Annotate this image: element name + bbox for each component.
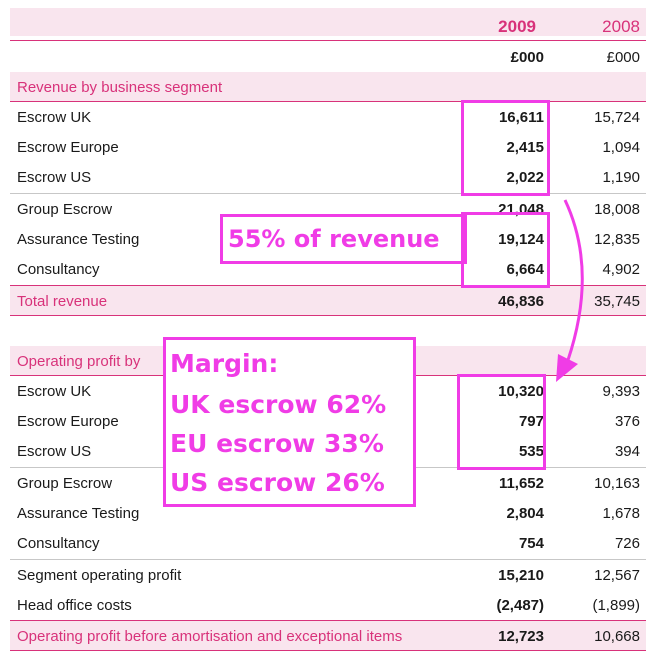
margin-title: Margin:	[170, 349, 279, 378]
margin-annotation-box: Margin: UK escrow 62% EU escrow 33% US e…	[163, 337, 416, 507]
value-2008: 376	[614, 413, 640, 430]
value-2008: 1,678	[602, 505, 640, 522]
revenue-share-text: 55% of revenue	[228, 225, 440, 253]
margin-uk: UK escrow 62%	[170, 390, 387, 419]
profit-section-label: Operating profit by	[17, 353, 141, 370]
value-2009: 797	[518, 413, 544, 430]
total-2008: 10,668	[594, 628, 640, 645]
testing-consultancy-highlight	[461, 212, 550, 288]
divider	[10, 559, 646, 560]
row-label: Escrow Europe	[17, 413, 119, 430]
row-label: Escrow US	[17, 443, 92, 460]
table-row: Escrow Europe 797 376	[10, 406, 646, 436]
value-2009: 11,652	[498, 475, 544, 492]
revenue-section-header: Revenue by business segment	[10, 72, 646, 102]
row-label: Group Escrow	[17, 475, 113, 492]
margin-eu: EU escrow 33%	[170, 429, 384, 458]
value-2009: 2,415	[506, 139, 544, 156]
value-2008: 4,902	[602, 261, 640, 278]
value-2009: 19,124	[498, 231, 544, 248]
value-2009: 2,804	[506, 505, 544, 522]
year-header: 2009 2008	[10, 8, 646, 36]
value-2009: 16,611	[498, 109, 544, 126]
divider	[10, 315, 646, 316]
value-2008: 15,724	[594, 109, 640, 126]
table-row: Escrow UK 10,320 9,393	[10, 376, 646, 406]
divider	[10, 620, 646, 621]
value-2009: 10,320	[498, 383, 544, 400]
value-2009: 2,022	[506, 169, 544, 186]
total-revenue-row: Total revenue 46,836 35,745	[10, 286, 646, 316]
value-2008: 726	[614, 535, 640, 552]
row-label: Escrow UK	[17, 109, 92, 126]
row-label: Assurance Testing	[17, 505, 140, 522]
table-row: Escrow US 535 394	[10, 436, 646, 466]
unit-row: £000 £000	[10, 42, 646, 72]
value-2008: 9,393	[602, 383, 640, 400]
table-row: Group Escrow 11,652 10,163	[10, 468, 646, 498]
table-row: Escrow UK 16,611 15,724	[10, 102, 646, 132]
row-label: Escrow UK	[17, 383, 92, 400]
row-label: Escrow Europe	[17, 139, 119, 156]
total-label: Operating profit before amortisation and…	[17, 628, 403, 645]
value-2008: 10,163	[594, 475, 640, 492]
total-2008: 35,745	[594, 293, 640, 310]
margin-us: US escrow 26%	[170, 468, 385, 497]
table-row: Assurance Testing 2,804 1,678	[10, 498, 646, 528]
total-2009: 46,836	[498, 293, 544, 310]
row-label: Head office costs	[17, 597, 132, 614]
total-2009: 12,723	[498, 628, 544, 645]
value-2009: 6,664	[506, 261, 544, 278]
row-label: Assurance Testing	[17, 231, 140, 248]
table-row: Consultancy 6,664 4,902	[10, 254, 646, 284]
escrow-profit-highlight	[457, 374, 546, 470]
value-2009: 535	[518, 443, 544, 460]
unit-2009: £000	[510, 49, 544, 66]
table-row: Consultancy 754 726	[10, 528, 646, 558]
escrow-revenue-highlight	[461, 100, 550, 196]
value-2009: (2,487)	[496, 597, 544, 614]
total-label: Total revenue	[17, 293, 108, 310]
row-label: Consultancy	[17, 535, 100, 552]
value-2008: 1,094	[602, 139, 640, 156]
value-2008: 1,190	[602, 169, 640, 186]
year-2009: 2009	[498, 17, 536, 36]
divider	[10, 650, 646, 651]
divider	[10, 285, 646, 286]
value-2008: 394	[614, 443, 640, 460]
revenue-section-label: Revenue by business segment	[17, 79, 223, 96]
table-row: Assurance Testing 19,124 12,835	[10, 224, 646, 254]
divider	[10, 193, 646, 194]
year-2008: 2008	[602, 17, 640, 36]
revenue-share-box: 55% of revenue	[220, 214, 467, 264]
table-row: Escrow Europe 2,415 1,094	[10, 132, 646, 162]
table-row: Segment operating profit 15,210 12,567	[10, 560, 646, 590]
value-2009: 15,210	[498, 567, 544, 584]
row-label: Consultancy	[17, 261, 100, 278]
table-row: Head office costs (2,487) (1,899)	[10, 590, 646, 620]
operating-profit-total-row: Operating profit before amortisation and…	[10, 621, 646, 651]
value-2008: 12,835	[594, 231, 640, 248]
value-2008: 12,567	[594, 567, 640, 584]
divider	[10, 101, 646, 102]
value-2009: 754	[518, 535, 544, 552]
table-row: Escrow US 2,022 1,190	[10, 162, 646, 192]
row-label: Segment operating profit	[17, 567, 182, 584]
unit-2008: £000	[606, 49, 640, 66]
value-2008: (1,899)	[592, 597, 640, 614]
value-2008: 18,008	[594, 201, 640, 218]
row-label: Group Escrow	[17, 201, 113, 218]
header-divider	[10, 40, 646, 41]
row-label: Escrow US	[17, 169, 92, 186]
